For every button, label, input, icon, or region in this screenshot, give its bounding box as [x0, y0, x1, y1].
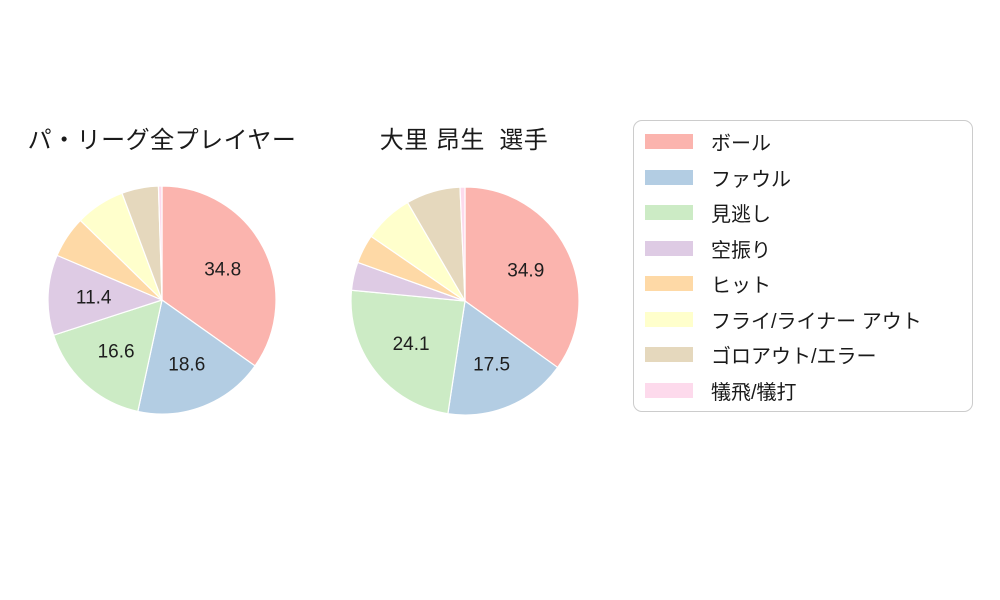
legend-swatch-6: [645, 347, 693, 363]
pie-value-label-1: 17.5: [473, 355, 510, 376]
legend-swatch-2: [645, 205, 693, 221]
legend-swatch-5: [645, 311, 693, 327]
legend-item-2: 見逃し: [634, 195, 972, 231]
chart-title-player: 大里 昂生 選手: [379, 127, 549, 154]
legend-label-4: ヒット: [711, 275, 771, 298]
legend-item-3: 空振り: [634, 231, 972, 267]
legend-swatch-0: [645, 134, 693, 150]
pie-chart-league: 34.8 18.6 16.6 11.4: [47, 185, 277, 415]
legend-label-2: 見逃し: [711, 204, 771, 227]
pie-slice-7: [157, 185, 163, 301]
legend-item-1: ファウル: [634, 160, 972, 196]
legend: ボールファウル見逃し空振りヒットフライ/ライナー アウト ゴロアウト/エラー 犠飛/…: [633, 120, 973, 412]
legend-swatch-3: [645, 240, 693, 256]
pie-slice-0: [464, 186, 580, 369]
pie-slice-2: [350, 289, 466, 415]
pie-slice-1: [447, 300, 559, 416]
chart-title-league: パ・リーグ全プレイヤー: [27, 127, 297, 154]
legend-label-7: 犠飛/犠打: [711, 381, 797, 404]
pie-value-label-0: 34.9: [507, 260, 544, 281]
pie-slice-3: [47, 254, 163, 336]
legend-swatch-1: [645, 169, 693, 185]
legend-item-7: 犠飛/犠打: [634, 373, 972, 409]
pie-value-label-3: 11.4: [76, 288, 112, 309]
pie-value-label-2: 24.1: [393, 334, 430, 355]
legend-label-0: ボール: [711, 133, 771, 156]
pie-slice-0: [161, 185, 277, 367]
legend-label-6: ゴロアウト/エラー: [711, 346, 877, 369]
pie-chart-player: 34.9 17.5 24.1: [350, 186, 580, 416]
legend-label-3: 空振り: [711, 239, 771, 262]
pie-value-label-0: 34.8: [204, 259, 241, 280]
legend-swatch-4: [645, 276, 693, 292]
pie-slice-7: [459, 186, 466, 302]
pie-slice-1: [137, 299, 256, 415]
legend-item-0: ボール: [634, 124, 972, 160]
legend-item-6: ゴロアウト/エラー: [634, 337, 972, 373]
legend-label-5: フライ/ライナー アウト: [711, 310, 922, 333]
legend-item-5: フライ/ライナー アウト: [634, 302, 972, 338]
pie-slice-2: [52, 299, 163, 413]
legend-swatch-7: [645, 382, 693, 398]
pie-value-label-1: 18.6: [168, 354, 205, 375]
legend-label-1: ファウル: [711, 168, 791, 191]
legend-item-4: ヒット: [634, 266, 972, 302]
pie-value-label-2: 16.6: [98, 341, 135, 362]
